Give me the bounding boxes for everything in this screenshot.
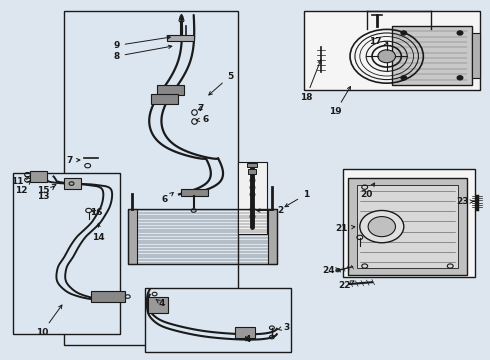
Bar (151, 94, 178, 104)
Text: 24: 24 (322, 266, 340, 275)
Bar (64, 12, 238, 345)
Text: 7: 7 (66, 156, 80, 165)
Bar (304, 12, 480, 90)
Text: 21: 21 (336, 224, 355, 233)
Text: 23: 23 (456, 197, 474, 206)
Bar (167, 36, 194, 41)
Bar (157, 85, 184, 95)
Text: 3: 3 (278, 323, 290, 332)
Text: 20: 20 (360, 183, 375, 199)
Text: 4: 4 (244, 335, 250, 344)
Circle shape (401, 76, 407, 80)
Bar (128, 209, 277, 264)
Bar (148, 297, 168, 313)
Text: 10: 10 (36, 305, 62, 337)
Bar (472, 33, 480, 78)
Text: 9: 9 (113, 36, 171, 50)
Bar (238, 162, 267, 234)
Bar (392, 26, 472, 85)
Text: 14: 14 (92, 223, 105, 242)
Circle shape (378, 50, 395, 63)
Text: 22: 22 (338, 281, 354, 290)
Circle shape (457, 76, 463, 80)
Bar (268, 209, 277, 264)
Text: 7: 7 (198, 104, 204, 113)
Bar (91, 291, 125, 302)
Text: 15: 15 (37, 185, 56, 195)
Bar (247, 163, 257, 167)
Text: 13: 13 (37, 186, 54, 201)
Bar (235, 327, 255, 338)
Bar (30, 171, 47, 182)
Text: 6: 6 (196, 114, 209, 123)
Text: 17: 17 (368, 37, 388, 46)
Circle shape (368, 217, 395, 237)
Text: 6: 6 (161, 193, 173, 204)
Text: 4: 4 (156, 299, 165, 308)
Bar (128, 209, 137, 264)
Text: 8: 8 (113, 45, 172, 61)
Bar (248, 169, 256, 174)
Text: 19: 19 (329, 86, 350, 116)
Bar (343, 169, 475, 277)
Bar (145, 288, 292, 352)
Text: 12: 12 (15, 181, 30, 195)
Text: 16: 16 (90, 208, 102, 217)
Bar (181, 189, 208, 196)
Bar (357, 185, 458, 268)
Text: 18: 18 (300, 60, 321, 102)
Circle shape (457, 31, 463, 35)
Text: 11: 11 (11, 176, 29, 186)
Circle shape (401, 31, 407, 35)
Bar (13, 173, 121, 334)
Text: 1: 1 (285, 190, 309, 207)
Bar (64, 178, 81, 189)
Bar (347, 178, 467, 275)
Text: 2: 2 (257, 206, 284, 215)
Circle shape (360, 211, 404, 243)
Text: 5: 5 (209, 72, 233, 95)
